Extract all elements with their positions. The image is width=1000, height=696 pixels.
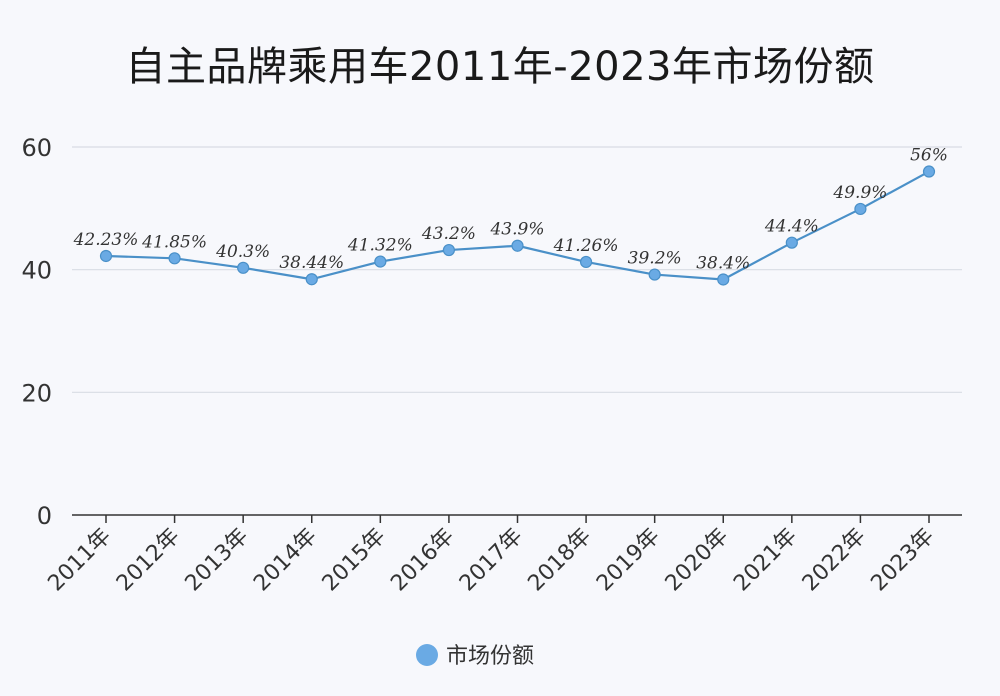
- x-tick-label: 2021年: [729, 524, 802, 597]
- data-label: 56%: [910, 146, 948, 166]
- data-point: [511, 239, 524, 252]
- x-tick-label: 2014年: [249, 524, 322, 597]
- x-tick-label: 2015年: [318, 524, 391, 597]
- data-labels: 42.23% 41.85% 40.3% 38.44%41.32% 43.2% 43.9% 4…: [73, 146, 948, 274]
- axes: 02040602011年2012年2013年2014年2015年2016年201…: [21, 134, 962, 596]
- series-market-share: [99, 165, 936, 286]
- y-tick-label: 20: [21, 379, 52, 407]
- legend: 市场份额: [416, 644, 534, 669]
- data-label: 42.23%: [73, 230, 139, 250]
- x-tick-label: 2012年: [112, 524, 185, 597]
- x-tick-label: 2020年: [661, 524, 734, 597]
- x-tick-label: 2013年: [181, 524, 254, 597]
- x-tick-label: 2023年: [866, 524, 939, 597]
- data-label: 41.85%: [141, 232, 207, 252]
- x-tick-label: 2016年: [386, 524, 459, 597]
- data-label: 43.2%: [421, 224, 476, 244]
- data-label: 41.26%: [553, 236, 619, 256]
- data-point: [579, 255, 593, 269]
- x-tick-label: 2018年: [523, 524, 596, 597]
- data-label: 38.44%: [279, 253, 344, 273]
- data-point: [305, 273, 318, 286]
- data-label: 38.4%: [696, 253, 750, 273]
- y-tick-label: 0: [37, 502, 52, 530]
- x-tick-label: 2017年: [455, 524, 528, 597]
- data-label: 39.2%: [628, 249, 682, 269]
- grid-lines: [72, 146, 962, 393]
- data-point: [374, 255, 387, 268]
- data-point: [854, 202, 867, 216]
- data-point: [237, 261, 250, 274]
- y-tick-label: 60: [21, 134, 52, 162]
- data-point: [922, 165, 936, 178]
- y-tick-label: 40: [21, 257, 52, 285]
- data-label: 40.3%: [215, 242, 270, 262]
- data-point: [785, 236, 798, 249]
- data-label: 43.9%: [489, 220, 544, 240]
- x-tick-label: 2019年: [592, 524, 665, 597]
- legend-marker: [416, 644, 438, 666]
- data-label: 41.32%: [347, 236, 413, 256]
- x-tick-label: 2011年: [43, 524, 116, 597]
- x-tick-label: 2022年: [798, 524, 871, 597]
- data-label: 44.4%: [764, 217, 819, 237]
- data-point: [717, 273, 730, 286]
- chart-title: 自主品牌乘用车2011年-2023年市场份额: [125, 44, 875, 90]
- data-label: 49.9%: [832, 183, 887, 203]
- data-point: [99, 249, 113, 263]
- data-point: [168, 252, 181, 265]
- data-point: [648, 268, 661, 281]
- legend-label: 市场份额: [446, 644, 534, 669]
- data-point: [442, 243, 456, 257]
